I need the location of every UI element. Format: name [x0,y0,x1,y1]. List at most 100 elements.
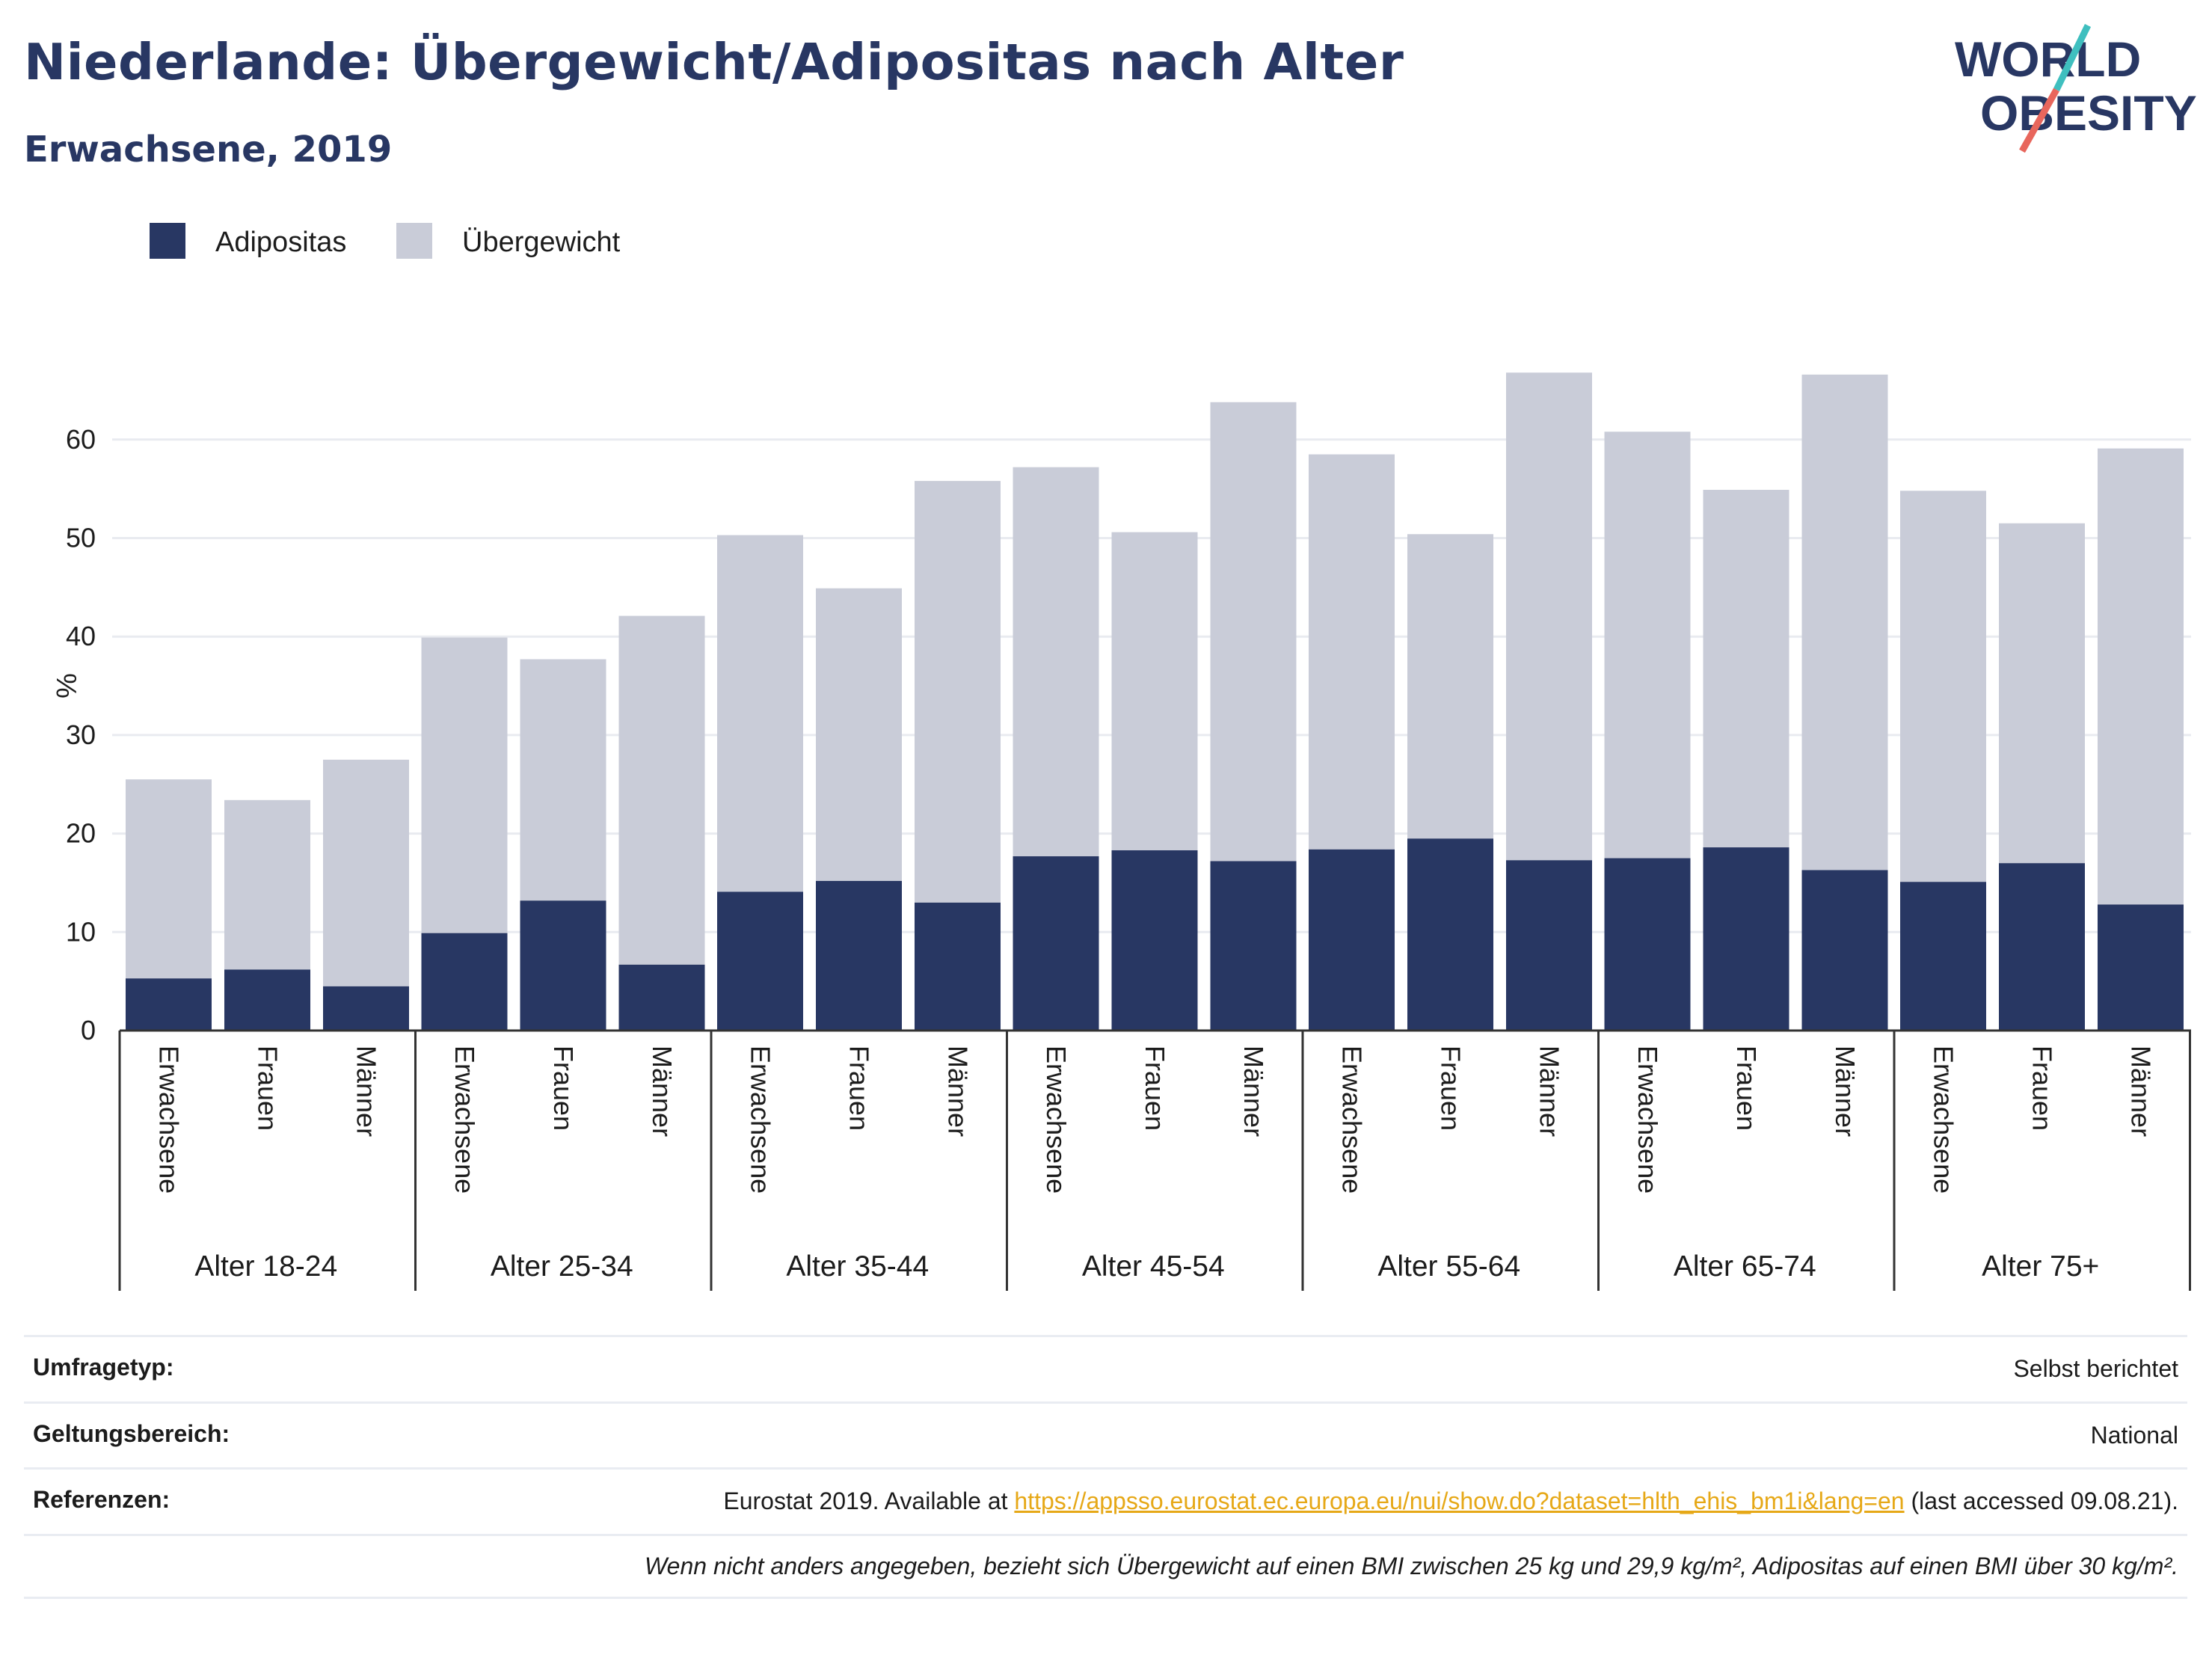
logo-slash-coral [2019,87,2059,153]
reference-suffix: (last accessed 09.08.21). [1904,1487,2178,1515]
survey-type-label: Umfragetyp: [33,1354,174,1381]
bar-uebergewicht [224,799,310,970]
x-tick-label: Frauen [548,1045,579,1131]
x-tick-label: Erwachsene [1632,1045,1663,1194]
chart-title: Niederlande: Übergewicht/Adipositas nach… [24,33,1404,91]
logo-slash-teal [2053,24,2092,91]
bar-uebergewicht [1309,454,1395,850]
bar-uebergewicht [1604,432,1691,859]
bar-uebergewicht [1801,374,1888,871]
bar-uebergewicht [1703,489,1789,848]
x-tick-label: Männer [351,1045,382,1137]
group-label: Alter 25-34 [491,1250,633,1283]
bar-adipositas [1999,863,2085,1031]
x-tick-label: Frauen [1731,1045,1762,1131]
x-tick-label: Frauen [1436,1045,1466,1131]
survey-type-value: Selbst berichtet [2013,1355,2178,1382]
logo-text-obesity: OBESITY [1980,85,2197,141]
scope-value: National [2090,1421,2178,1449]
legend-label-adipositas: Adipositas [215,227,346,258]
bar-adipositas [1111,850,1198,1031]
x-tick-label: Frauen [844,1045,875,1131]
x-tick-label: Erwachsene [1929,1045,1959,1194]
bar-adipositas [1604,858,1691,1031]
bmi-footnote: Wenn nicht anders angegeben, bezieht sic… [24,1533,2187,1599]
bar-uebergewicht [1407,534,1493,839]
group-label: Alter 75+ [1982,1250,2099,1283]
legend-label-uebergewicht: Übergewicht [462,227,621,258]
x-tick-label: Frauen [1140,1045,1170,1131]
bar-adipositas [1013,856,1099,1031]
meta-row-scope: Geltungsbereich: National [24,1401,2187,1468]
x-tick-label: Erwachsene [154,1045,185,1194]
legend: Adipositas Übergewicht [150,223,621,259]
reference-link[interactable]: https://appsso.eurostat.ec.europa.eu/nui… [1014,1487,1905,1515]
bar-adipositas [520,900,606,1031]
bars [126,372,2184,1031]
bar-adipositas [915,902,1001,1031]
x-tick-label: Männer [2126,1045,2157,1137]
bar-adipositas [816,880,902,1031]
meta-row-survey: Umfragetyp: Selbst berichtet [24,1335,2187,1401]
x-tick-label: Erwachsene [1041,1045,1072,1194]
legend-swatch-uebergewicht [396,223,432,259]
x-tick-label: Männer [943,1045,974,1137]
legend-swatch-adipositas [150,223,185,259]
meta-row-references: Referenzen: Eurostat 2019. Available at … [24,1467,2187,1534]
x-tick-label: Frauen [2027,1045,2058,1131]
world-obesity-logo: WORLD OBESITY [1955,24,2197,153]
y-axis-label: % [50,673,82,698]
y-axis: 0 10 20 30 40 50 60% [50,424,96,1045]
bar-uebergewicht [618,615,705,965]
bar-adipositas [323,986,409,1031]
bar-uebergewicht [323,759,409,986]
bar-uebergewicht [1506,372,1592,861]
group-label: Alter 65-74 [1674,1250,1816,1283]
bar-adipositas [224,969,310,1031]
group-label: Alter 18-24 [194,1250,337,1283]
bar-uebergewicht [1111,532,1198,850]
stacked-bar-chart: Adipositas Übergewicht 0 10 20 30 40 50 60% Er… [50,223,2191,1291]
x-tick-label: Frauen [253,1045,283,1131]
bar-uebergewicht [421,637,508,933]
bar-adipositas [126,978,212,1031]
bar-adipositas [1900,882,1986,1031]
references-label: Referenzen: [33,1486,170,1514]
y-tick-label: 10 [66,916,96,947]
group-label: Alter 35-44 [786,1250,929,1283]
y-tick-label: 0 [81,1015,96,1045]
references-value: Eurostat 2019. Available at https://apps… [723,1486,2178,1517]
y-tick-label: 30 [66,719,96,750]
y-tick-label: 20 [66,818,96,849]
bar-adipositas [1506,860,1592,1031]
bar-uebergewicht [717,535,803,892]
scope-label: Geltungsbereich: [33,1419,230,1447]
bar-uebergewicht [126,779,212,979]
reference-prefix: Eurostat 2019. Available at [723,1487,1015,1515]
bar-uebergewicht [915,481,1001,903]
bar-uebergewicht [1999,523,2085,864]
bar-adipositas [717,891,803,1031]
bar-adipositas [1801,870,1888,1031]
y-tick-label: 50 [66,523,96,553]
chart-subtitle: Erwachsene, 2019 [24,129,393,171]
x-tick-label: Erwachsene [449,1045,480,1194]
bar-adipositas [421,933,508,1031]
bar-uebergewicht [1013,467,1099,856]
bar-uebergewicht [2098,448,2184,905]
bar-uebergewicht [816,588,902,881]
y-tick-label: 60 [66,424,96,455]
bar-uebergewicht [1900,491,1986,882]
logo-text-world: WORLD [1955,31,2141,87]
bar-uebergewicht [1210,402,1297,862]
bar-adipositas [1703,847,1789,1031]
x-tick-label: Männer [647,1045,678,1137]
x-axis: Erwachsene Frauen Männer Alter 18-24 Erwachs… [118,1029,2191,1291]
bar-uebergewicht [520,659,606,901]
bar-adipositas [1210,861,1297,1031]
x-tick-label: Männer [1830,1045,1861,1137]
y-tick-label: 40 [66,621,96,651]
group-label: Alter 55-64 [1377,1250,1520,1283]
bar-adipositas [2098,904,2184,1031]
x-tick-label: Erwachsene [746,1045,776,1194]
